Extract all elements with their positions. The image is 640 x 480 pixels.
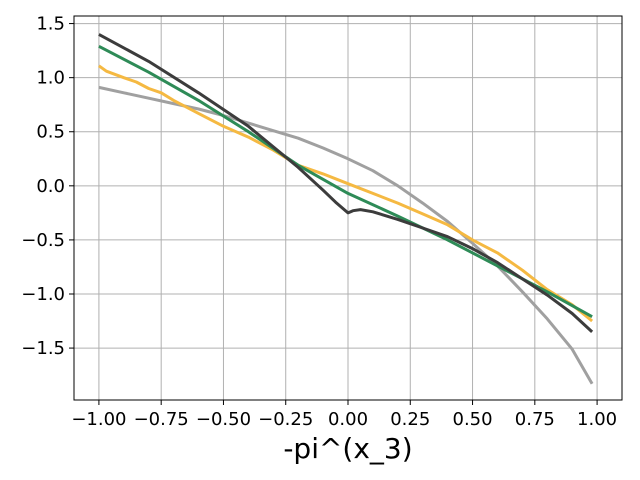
x-tick-label: 0.00 <box>328 409 368 430</box>
y-axis-ticks: 1.5 1.0 0.5 0.0 −0.5 −1.0 −1.5 <box>21 14 74 359</box>
y-tick-label: −1.0 <box>21 284 65 305</box>
y-tick-label: −0.5 <box>21 230 65 251</box>
x-tick-label: −0.75 <box>134 409 189 430</box>
y-tick-label: 1.5 <box>36 14 65 35</box>
x-tick-label: −0.50 <box>196 409 251 430</box>
y-tick-label: 0.0 <box>36 176 65 197</box>
series-line-4 <box>98 33 594 334</box>
y-tick-label: 0.5 <box>36 122 65 143</box>
x-tick-label: 0.75 <box>515 409 555 430</box>
x-axis-ticks: −1.00 −0.75 −0.50 −0.25 0.00 0.25 0.50 0.75 1.00 <box>71 400 617 430</box>
x-tick-label: 1.00 <box>577 409 617 430</box>
y-tick-label: −1.5 <box>21 338 65 359</box>
x-tick-label: 0.25 <box>390 409 430 430</box>
x-tick-label: −0.25 <box>258 409 313 430</box>
x-axis-title: -pi^(x_3) <box>283 432 412 465</box>
grid <box>74 16 622 400</box>
x-tick-label: −1.00 <box>71 409 126 430</box>
x-tick-label: 0.50 <box>453 409 493 430</box>
y-tick-label: 1.0 <box>36 68 65 89</box>
series-group <box>98 33 594 385</box>
